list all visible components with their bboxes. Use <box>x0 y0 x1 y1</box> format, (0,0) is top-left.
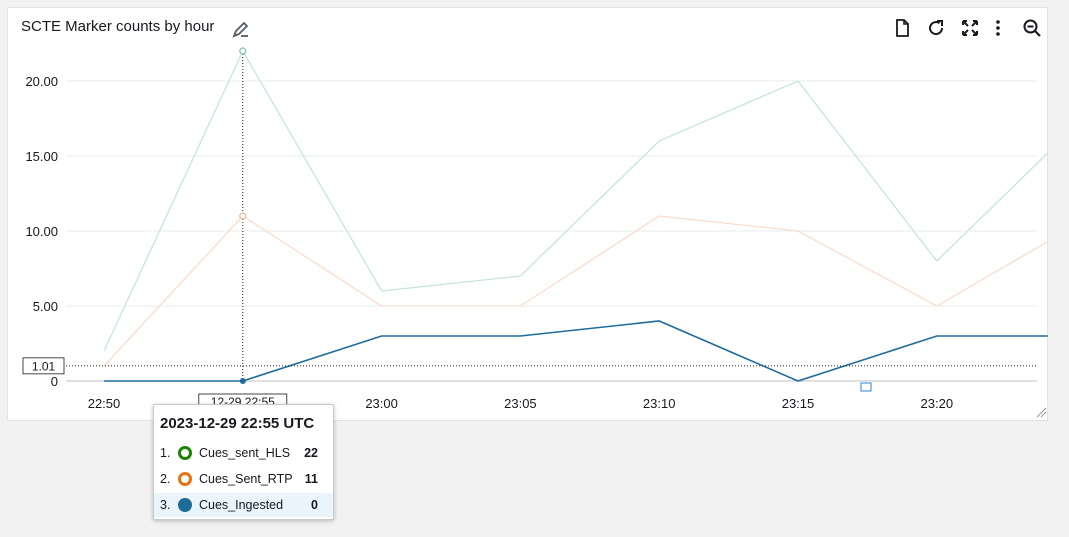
more-options-icon[interactable] <box>988 18 1008 38</box>
y-cursor-label: 1.01 <box>32 359 56 373</box>
y-cursor-label-box <box>22 357 65 375</box>
x-tick-label: 23:05 <box>504 396 537 411</box>
x-tick-label: 22:50 <box>88 396 121 411</box>
annotation-marker-icon[interactable] <box>860 382 872 392</box>
chart-widget: SCTE Marker counts by hour <box>7 7 1048 421</box>
x-tick-label: 23:20 <box>921 396 954 411</box>
tooltip-row-index: 1. <box>160 446 171 460</box>
edit-icon[interactable] <box>231 19 251 39</box>
tooltip-series-value: 0 <box>311 498 318 512</box>
y-tick-label: 15.00 <box>25 149 58 164</box>
x-tick-label: 23:15 <box>782 396 815 411</box>
y-tick-label: 0 <box>51 374 58 389</box>
hls-series-marker-icon <box>178 446 192 460</box>
tooltip-series-value: 22 <box>304 446 318 460</box>
download-icon[interactable] <box>892 18 912 38</box>
tooltip-series-value: 11 <box>304 472 318 486</box>
chart-tooltip: 2023-12-29 22:55 UTC 1. Cues_sent_HLS 22… <box>153 404 334 520</box>
zoom-out-icon[interactable] <box>1022 18 1042 38</box>
data-point-cues-sent-hls <box>239 47 247 55</box>
x-tick-label: 23:10 <box>643 396 676 411</box>
tooltip-title: 2023-12-29 22:55 UTC <box>160 415 315 432</box>
y-tick-label: 10.00 <box>25 224 58 239</box>
series-line-cues-sent-rtp <box>103 215 1049 367</box>
tooltip-row-index: 2. <box>160 472 171 486</box>
tooltip-row-index: 3. <box>160 498 171 512</box>
tooltip-series-name: Cues_Sent_RTP <box>199 472 293 486</box>
x-tick-label: 23:00 <box>365 396 398 411</box>
expand-icon[interactable] <box>960 18 980 38</box>
series-line-cues-sent-hls <box>103 49 1049 352</box>
data-point-cues-ingested <box>239 378 246 384</box>
refresh-icon[interactable] <box>926 18 946 38</box>
tooltip-series-name: Cues_Ingested <box>199 498 284 512</box>
tooltip-row: 2. Cues_Sent_RTP 11 <box>154 467 333 491</box>
tooltip-row-highlighted: 3. Cues_Ingested 0 <box>154 493 333 517</box>
tooltip-series-name: Cues_sent_HLS <box>199 446 291 460</box>
data-point-cues-sent-rtp <box>239 212 247 220</box>
y-tick-label: 5.00 <box>33 299 58 314</box>
ingested-series-marker-icon <box>178 498 192 512</box>
series-line-cues-ingested <box>104 320 1048 382</box>
widget-title: SCTE Marker counts by hour <box>21 18 215 35</box>
y-tick-label: 20.00 <box>25 74 58 89</box>
tooltip-row: 1. Cues_sent_HLS 22 <box>154 441 333 465</box>
rtp-series-marker-icon <box>178 472 192 486</box>
resize-handle-icon[interactable] <box>1035 406 1047 418</box>
